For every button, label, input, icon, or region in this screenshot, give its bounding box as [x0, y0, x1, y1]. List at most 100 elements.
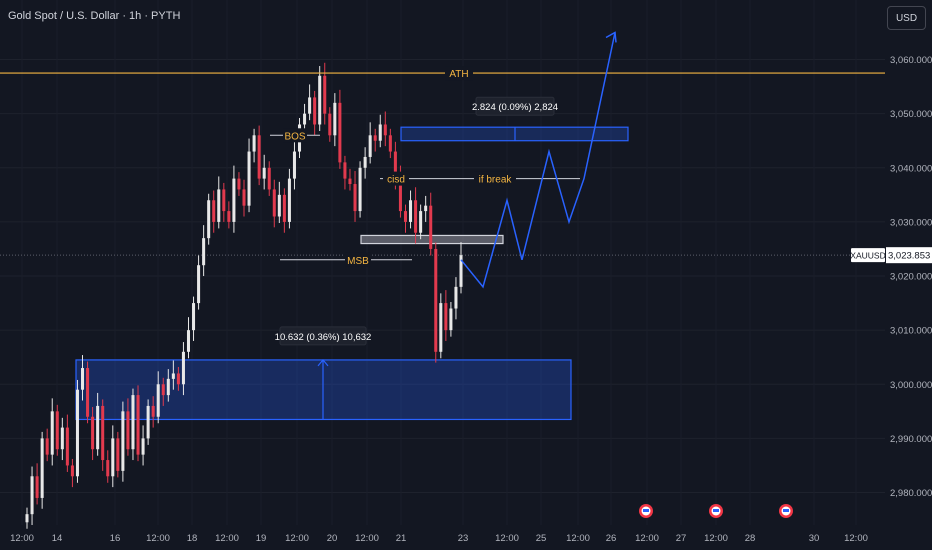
upper-measure-label: 2.824 (0.09%) 2,824: [472, 102, 558, 113]
candle: [444, 303, 448, 331]
event-marker-icon[interactable]: [709, 504, 723, 518]
candle: [328, 113, 332, 136]
x-tick-label: 16: [110, 533, 121, 544]
candle: [257, 135, 261, 179]
x-tick-label: 28: [745, 533, 756, 544]
y-tick-label: 3,020.000: [890, 272, 932, 283]
candle: [166, 378, 170, 396]
x-tick-label: 12:00: [704, 533, 728, 544]
candle: [101, 405, 105, 461]
projection-path: [460, 32, 616, 289]
candle: [247, 151, 251, 206]
candle: [141, 438, 145, 455]
candle: [262, 167, 266, 179]
event-marker-icon[interactable]: [639, 504, 653, 518]
symbol-tag: XAUUSD: [850, 251, 885, 261]
x-tick-label: 30: [809, 533, 820, 544]
y-tick-label: 3,040.000: [890, 163, 932, 174]
cisd-label-bg: [383, 171, 409, 186]
candle: [308, 97, 312, 114]
candle: [429, 205, 433, 249]
candle: [373, 135, 377, 141]
candle: [55, 411, 59, 450]
chart-title: Gold Spot / U.S. Dollar · 1h · PYTH: [8, 10, 181, 22]
candle: [217, 189, 221, 222]
ath-label: ATH: [449, 69, 468, 80]
msb-label: MSB: [347, 256, 369, 267]
candle: [35, 476, 39, 498]
last-price-tag: XAUUSD 3,023.853: [850, 247, 932, 264]
candle: [368, 135, 372, 157]
candle: [70, 465, 74, 477]
candle: [126, 411, 130, 450]
price-tag: 3,023.853: [888, 251, 930, 262]
if-break-label: if break: [479, 175, 513, 186]
event-marker-stripe: [713, 509, 719, 512]
candle: [222, 189, 226, 212]
symbol-tag-bg: [851, 248, 885, 263]
candle: [282, 194, 286, 222]
ath-label-bg: [445, 66, 473, 81]
event-marker-stripe: [783, 509, 789, 512]
candle: [30, 476, 34, 515]
y-tick-label: 2,990.000: [890, 434, 932, 445]
candle: [353, 184, 357, 212]
candle: [403, 211, 408, 222]
candle: [176, 373, 180, 385]
lower-measure-arrowhead: [317, 358, 329, 367]
currency-button[interactable]: USD: [887, 6, 926, 30]
candle: [318, 75, 322, 125]
candle: [323, 75, 327, 114]
event-marker-icon[interactable]: [779, 504, 793, 518]
candle: [378, 124, 382, 141]
candle: [202, 238, 206, 266]
candle: [86, 368, 90, 417]
candle: [111, 438, 115, 477]
x-tick-label: 12:00: [495, 533, 519, 544]
candle: [171, 373, 175, 379]
candle: [363, 156, 367, 168]
candle: [121, 411, 125, 471]
time-axis[interactable]: 12:00 14 16 12:00 18 12:00 19 12:00 20 12:00 21 23 1…: [10, 533, 868, 544]
candle: [227, 211, 231, 222]
candle: [242, 189, 246, 206]
candle: [393, 151, 397, 179]
candle: [383, 124, 387, 136]
candle: [192, 303, 196, 331]
candle: [156, 384, 160, 417]
candle: [181, 351, 185, 385]
price-tag-bg: [886, 247, 932, 264]
x-tick-label: 12:00: [285, 533, 309, 544]
x-tick-label: 18: [187, 533, 198, 544]
lower-measure: 10.632 (0.36%) 10,632: [275, 326, 372, 420]
candle: [434, 248, 438, 352]
candle: [439, 303, 443, 352]
candle: [50, 411, 54, 455]
price-axis[interactable]: 3,060.000 3,050.000 3,040.000 3,030.000 3,02…: [850, 55, 932, 499]
annotations-layer: ATH BOS MSB cisd if break 10.632 (0.36%) 10,6…: [0, 31, 885, 518]
x-tick-label: 21: [396, 533, 407, 544]
bos-label: BOS: [284, 131, 305, 142]
lower-measure-label: 10.632 (0.36%) 10,632: [275, 332, 372, 343]
candle: [454, 286, 458, 309]
candle: [116, 438, 120, 471]
msb-label-bg: [345, 252, 371, 267]
candle: [96, 405, 100, 450]
x-tick-label: 27: [676, 533, 687, 544]
candle: [267, 167, 271, 190]
x-tick-label: 12:00: [635, 533, 659, 544]
x-tick-label: 12:00: [146, 533, 170, 544]
candle: [287, 178, 291, 222]
candle: [161, 384, 165, 396]
cisd-label: cisd: [387, 175, 405, 186]
x-tick-label: 12:00: [215, 533, 239, 544]
candle: [91, 416, 95, 450]
candle: [80, 368, 85, 390]
y-tick-label: 3,000.000: [890, 380, 932, 391]
event-marker-stripe: [643, 509, 649, 512]
candle: [414, 200, 418, 233]
candle: [333, 102, 337, 136]
x-tick-label: 23: [458, 533, 469, 544]
